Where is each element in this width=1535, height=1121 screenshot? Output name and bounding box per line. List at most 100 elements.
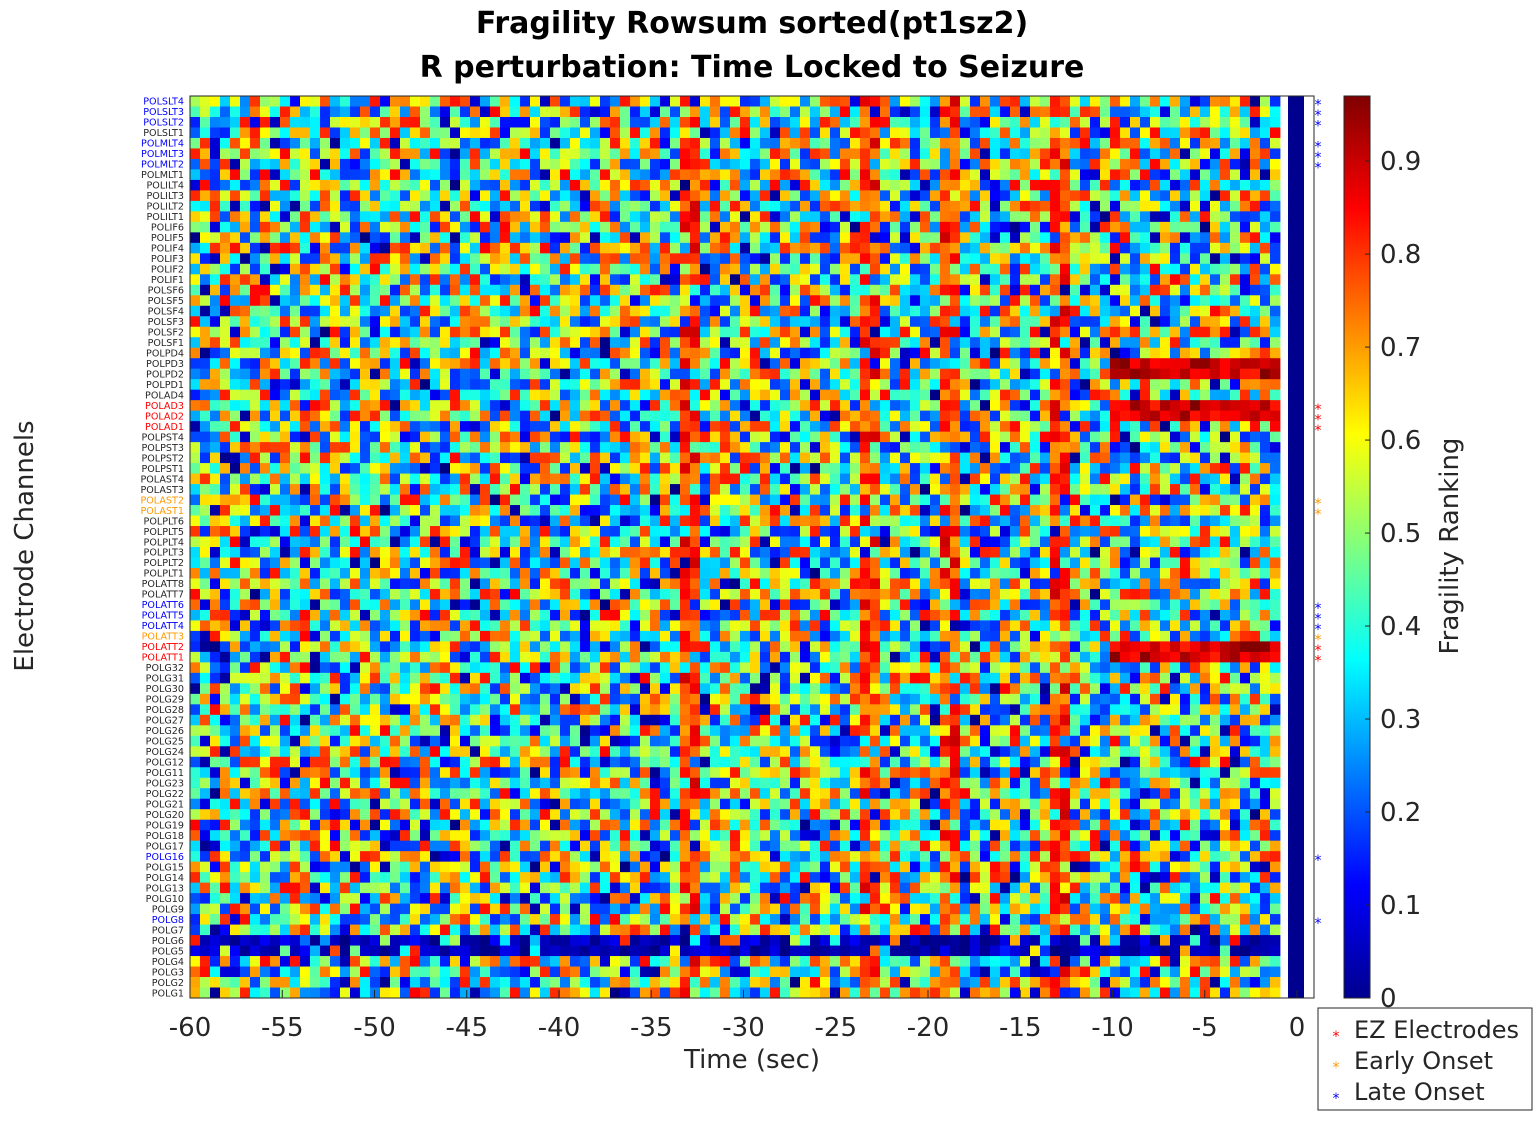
heatmap-cell xyxy=(590,305,601,317)
heatmap-cell xyxy=(700,473,711,485)
heatmap-cell xyxy=(190,316,201,328)
heatmap-cell xyxy=(280,200,291,212)
heatmap-cell xyxy=(720,127,731,139)
heatmap-cell xyxy=(270,284,281,296)
heatmap-cell xyxy=(410,284,421,296)
heatmap-cell xyxy=(230,106,241,118)
heatmap-cell xyxy=(460,232,471,244)
heatmap-cell xyxy=(230,410,241,422)
heatmap-cell xyxy=(750,211,761,223)
heatmap-cell xyxy=(830,557,841,569)
heatmap-cell xyxy=(420,494,431,506)
heatmap-cell xyxy=(900,116,911,128)
heatmap-cell xyxy=(750,557,761,569)
heatmap-cell xyxy=(910,127,921,139)
heatmap-cell xyxy=(1220,253,1231,265)
heatmap-cell xyxy=(1260,326,1271,338)
heatmap-cell xyxy=(620,515,631,527)
heatmap-cell xyxy=(850,295,861,307)
heatmap-cell xyxy=(770,484,781,495)
heatmap-cell xyxy=(900,358,911,370)
heatmap-cell xyxy=(360,284,371,296)
heatmap-cell xyxy=(880,463,891,474)
heatmap-cell xyxy=(1160,473,1171,485)
heatmap-cell xyxy=(1020,347,1031,359)
heatmap-cell xyxy=(580,242,591,254)
heatmap-cell xyxy=(530,179,541,191)
heatmap-cell xyxy=(320,242,331,254)
heatmap-cell xyxy=(1160,253,1171,265)
heatmap-cell xyxy=(250,169,261,181)
heatmap-cell xyxy=(320,253,331,265)
heatmap-cells xyxy=(190,96,1281,999)
heatmap-cell xyxy=(580,295,591,307)
heatmap-cell xyxy=(1220,473,1231,485)
heatmap-cell xyxy=(300,305,311,317)
heatmap-cell xyxy=(530,526,541,537)
heatmap-cell xyxy=(1010,211,1021,223)
heatmap-cell xyxy=(790,442,801,454)
heatmap-cell xyxy=(820,274,831,286)
heatmap-cell xyxy=(980,316,991,328)
heatmap-cell xyxy=(200,567,211,579)
heatmap-cell xyxy=(470,158,481,170)
heatmap-cell xyxy=(590,463,601,474)
heatmap-cell xyxy=(1190,148,1201,160)
heatmap-cell xyxy=(1130,148,1141,160)
heatmap-cell xyxy=(1130,221,1141,233)
heatmap-cell xyxy=(550,494,561,506)
heatmap-cell xyxy=(710,253,721,265)
heatmap-cell xyxy=(820,505,831,516)
heatmap-cell xyxy=(900,421,911,433)
heatmap-cell xyxy=(930,148,941,160)
heatmap-cell xyxy=(630,190,641,202)
heatmap-cell xyxy=(750,368,761,380)
heatmap-cell xyxy=(1170,221,1181,233)
heatmap-cell xyxy=(1210,116,1221,128)
heatmap-cell xyxy=(880,505,891,516)
heatmap-cell xyxy=(360,494,371,506)
heatmap-cell xyxy=(1010,190,1021,202)
heatmap-cell xyxy=(740,116,751,128)
heatmap-cell xyxy=(530,305,541,317)
heatmap-cell xyxy=(190,158,201,170)
heatmap-cell xyxy=(440,148,451,160)
heatmap-cell xyxy=(1160,494,1171,506)
heatmap-cell xyxy=(1120,526,1131,537)
heatmap-cell xyxy=(480,116,491,128)
heatmap-cell xyxy=(910,242,921,254)
heatmap-cell xyxy=(360,253,371,265)
heatmap-cell xyxy=(540,158,551,170)
heatmap-cell xyxy=(370,284,381,296)
heatmap-cell xyxy=(850,274,861,286)
heatmap-cell xyxy=(560,431,571,443)
heatmap-cell xyxy=(590,337,601,349)
heatmap-cell xyxy=(350,526,361,537)
heatmap-cell xyxy=(560,190,571,202)
heatmap-cell xyxy=(960,494,971,506)
heatmap-cell xyxy=(800,211,811,223)
heatmap-cell xyxy=(1260,295,1271,307)
heatmap-cell xyxy=(330,536,341,548)
heatmap-cell xyxy=(570,232,581,244)
heatmap-cell xyxy=(430,96,441,107)
heatmap-cell xyxy=(1220,347,1231,359)
heatmap-cell xyxy=(900,211,911,223)
heatmap-cell xyxy=(190,358,201,370)
heatmap-cell xyxy=(480,211,491,223)
heatmap-cell xyxy=(1040,505,1051,516)
heatmap-cell xyxy=(320,421,331,433)
heatmap-cell xyxy=(790,410,801,422)
heatmap-cell xyxy=(650,179,661,191)
heatmap-cell xyxy=(1140,295,1151,307)
heatmap-cell xyxy=(810,484,821,495)
heatmap-cell xyxy=(800,158,811,170)
heatmap-cell xyxy=(1270,484,1281,495)
heatmap-cell xyxy=(390,232,401,244)
heatmap-cell xyxy=(280,515,291,527)
heatmap-cell xyxy=(430,106,441,118)
heatmap-cell xyxy=(1110,96,1121,107)
heatmap-cell xyxy=(930,274,941,286)
heatmap-cell xyxy=(510,494,521,506)
heatmap-cell xyxy=(440,211,451,223)
